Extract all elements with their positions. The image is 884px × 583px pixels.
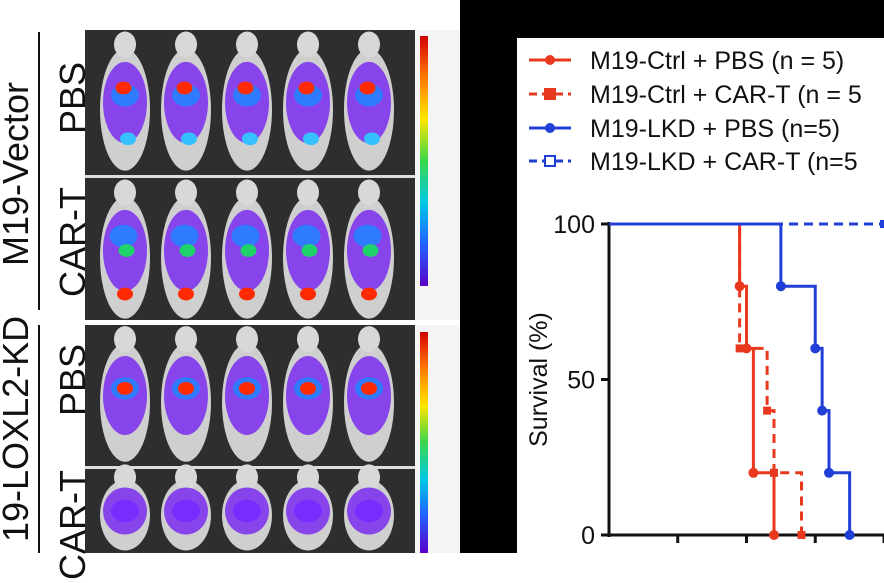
series-line [609,222,803,535]
legend-item: M19-LKD + CAR-T (n=5 [529,148,858,176]
data-point [770,468,778,477]
legend-marker [545,55,555,65]
legend-marker [544,88,556,100]
mouse [344,31,394,171]
series-line [609,222,852,535]
survival-chart-panel: M19-Ctrl + PBS (n = 5) M19-Ctrl + CAR-T (… [517,38,884,553]
mouse [283,326,333,462]
legend-label: M19-Ctrl + PBS (n = 5) [590,47,844,75]
mouse [222,31,272,171]
imaging-panel: M19-Vector 19-LOXL2-KD PBS CAR-T PBS CAR… [0,0,460,580]
series-line [609,222,776,535]
mouse [222,326,272,462]
legend-label: M19-LKD + PBS (n=5) [590,115,840,143]
mouse [161,326,211,462]
mouse [161,464,211,551]
mouse [283,179,333,319]
mice-images [100,31,394,551]
survival-chart: M19-Ctrl + PBS (n = 5) M19-Ctrl + CAR-T (… [525,47,884,550]
legend-marker [544,155,556,167]
mouse [344,179,394,319]
legend-label: M19-LKD + CAR-T (n=5 [590,148,858,176]
group-bracket-kd [38,325,40,553]
data-point [769,530,779,540]
y-tick-label: 100 [553,211,595,239]
mouse [100,179,150,319]
group-label-kd: 19-LOXL2-KD [0,315,36,542]
legend-item: M19-LKD + PBS (n=5) [529,115,840,143]
data-point [880,220,884,228]
mouse [161,179,211,319]
mouse [100,31,150,171]
color-scale-kd [420,332,428,553]
mouse [283,464,333,551]
mouse [344,326,394,462]
legend-item: M19-Ctrl + CAR-T (n = 5 [529,81,862,109]
legend-label: M19-Ctrl + CAR-T (n = 5 [590,81,862,109]
data-point [763,406,772,415]
legend-marker [545,123,555,133]
mouse [283,31,333,171]
data-point [748,467,759,478]
data-point [844,530,855,540]
data-point [810,343,821,354]
data-point [735,344,744,353]
y-tick-label: 50 [567,367,595,395]
mouse [100,464,150,551]
mouse [344,464,394,551]
data-point [797,531,806,539]
data-point [817,405,828,416]
group-bracket-vector [38,32,40,310]
data-point [824,467,834,478]
data-point [734,281,745,292]
legend-item: M19-Ctrl + PBS (n = 5) [529,47,844,75]
mouse [161,31,211,171]
y-tick-label: 0 [581,522,595,550]
y-axis-label: Survival (%) [525,312,553,447]
data-point [775,281,786,292]
mouse [222,179,272,319]
mouse [222,464,272,551]
row-divider-1 [85,175,415,178]
color-scale-vector [420,36,428,286]
group-label-vector: M19-Vector [0,81,36,267]
mouse [100,326,150,462]
